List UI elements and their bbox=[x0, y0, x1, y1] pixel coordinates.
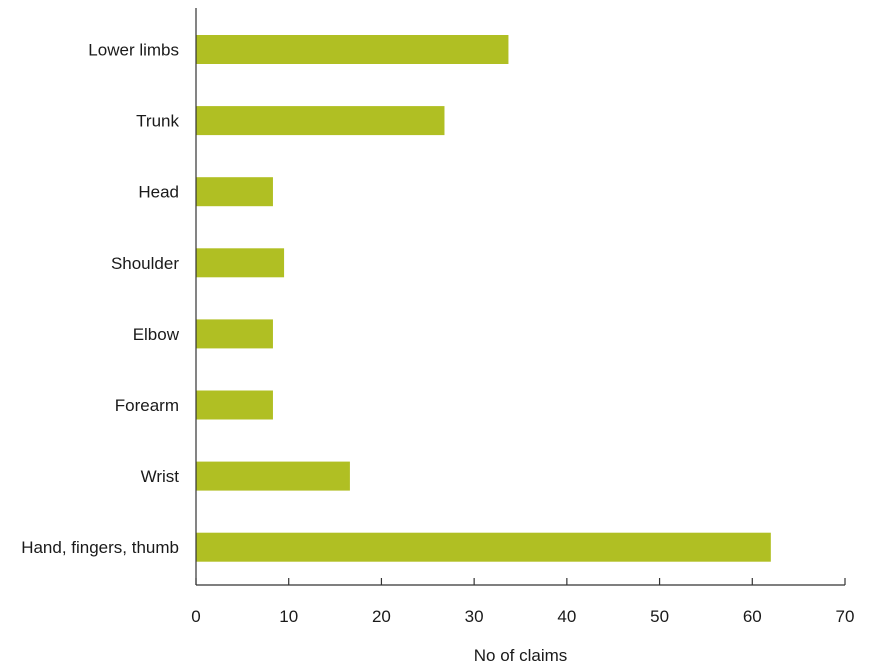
bar-lower-limbs bbox=[196, 35, 509, 64]
x-tick-label: 20 bbox=[372, 607, 391, 626]
category-label: Forearm bbox=[115, 396, 179, 415]
x-tick-label: 40 bbox=[557, 607, 576, 626]
bar-head bbox=[196, 177, 273, 207]
bar-trunk bbox=[196, 106, 445, 136]
category-label: Wrist bbox=[141, 467, 180, 486]
category-label: Lower limbs bbox=[88, 41, 179, 60]
x-axis-ticks: 0 10 20 30 40 50 60 70 bbox=[191, 578, 854, 626]
x-tick-label: 70 bbox=[836, 607, 855, 626]
x-tick-label: 10 bbox=[279, 607, 298, 626]
category-label: Elbow bbox=[133, 325, 180, 344]
bar-forearm bbox=[196, 390, 273, 420]
category-label: Shoulder bbox=[111, 254, 179, 273]
x-tick-label: 60 bbox=[743, 607, 762, 626]
x-tick-label: 50 bbox=[650, 607, 669, 626]
bar-elbow bbox=[196, 319, 273, 349]
category-label: Hand, fingers, thumb bbox=[21, 538, 179, 557]
bar-shoulder bbox=[196, 248, 285, 278]
category-label: Trunk bbox=[136, 112, 179, 131]
category-labels: Lower limbs Trunk Head Shoulder Elbow Forearm… bbox=[21, 41, 180, 558]
x-tick-label: 30 bbox=[465, 607, 484, 626]
bar-hand-fingers-thumb bbox=[196, 532, 771, 562]
x-axis-title: No of claims bbox=[474, 646, 568, 665]
x-tick-label: 0 bbox=[191, 607, 200, 626]
category-label: Head bbox=[138, 183, 179, 202]
bar-wrist bbox=[196, 461, 350, 491]
bars-group bbox=[196, 35, 771, 562]
